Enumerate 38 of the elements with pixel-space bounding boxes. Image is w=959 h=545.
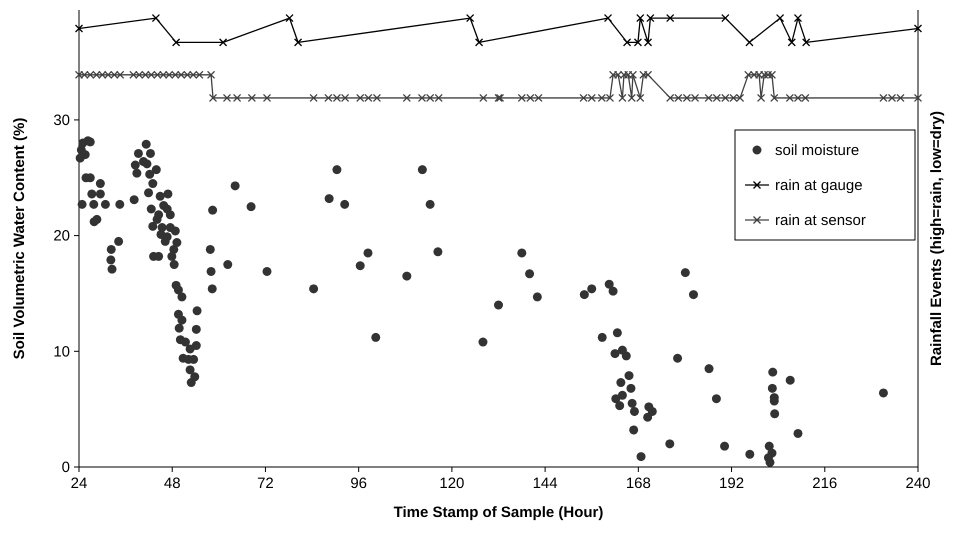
- x-tick-label: 216: [812, 475, 838, 492]
- x-tick-label: 120: [439, 475, 464, 492]
- legend-label: soil moisture: [775, 142, 860, 159]
- legend-label: rain at sensor: [775, 212, 866, 229]
- point: [74, 24, 84, 33]
- point: [172, 38, 180, 47]
- legend-label: rain at gauge: [775, 177, 863, 194]
- point: [745, 38, 754, 47]
- point: [802, 38, 810, 47]
- point: [776, 14, 784, 22]
- point: [218, 38, 228, 47]
- x-tick-label: 72: [257, 475, 274, 492]
- y-axis-title: Soil Volumetric Water Content (%): [11, 118, 28, 360]
- x-tick-label: 24: [70, 475, 88, 492]
- x-tick-label: 48: [164, 475, 181, 492]
- x-tick-label: 192: [719, 475, 744, 492]
- x-tick-label: 168: [626, 475, 651, 492]
- point: [285, 14, 294, 22]
- x-tick-label: 144: [532, 475, 558, 492]
- point: [788, 38, 796, 47]
- point: [466, 14, 474, 22]
- point: [666, 14, 674, 22]
- y-tick-label: 30: [53, 112, 70, 129]
- point: [622, 38, 632, 47]
- point: [294, 38, 302, 47]
- x-tick-label: 240: [905, 475, 931, 492]
- y-tick-label: 10: [53, 343, 70, 360]
- point: [721, 14, 730, 22]
- y-tick-label: 20: [53, 228, 70, 245]
- x-axis-title: Time Stamp of Sample (Hour): [394, 504, 604, 521]
- point: [474, 38, 484, 47]
- point: [152, 14, 160, 22]
- y-tick-label: 0: [62, 459, 70, 476]
- y2-axis-title: Rainfall Events (high=rain, low=dry): [928, 110, 945, 366]
- x-tick-label: 96: [350, 475, 368, 492]
- point: [914, 24, 922, 33]
- point: [794, 14, 802, 22]
- point: [604, 14, 612, 22]
